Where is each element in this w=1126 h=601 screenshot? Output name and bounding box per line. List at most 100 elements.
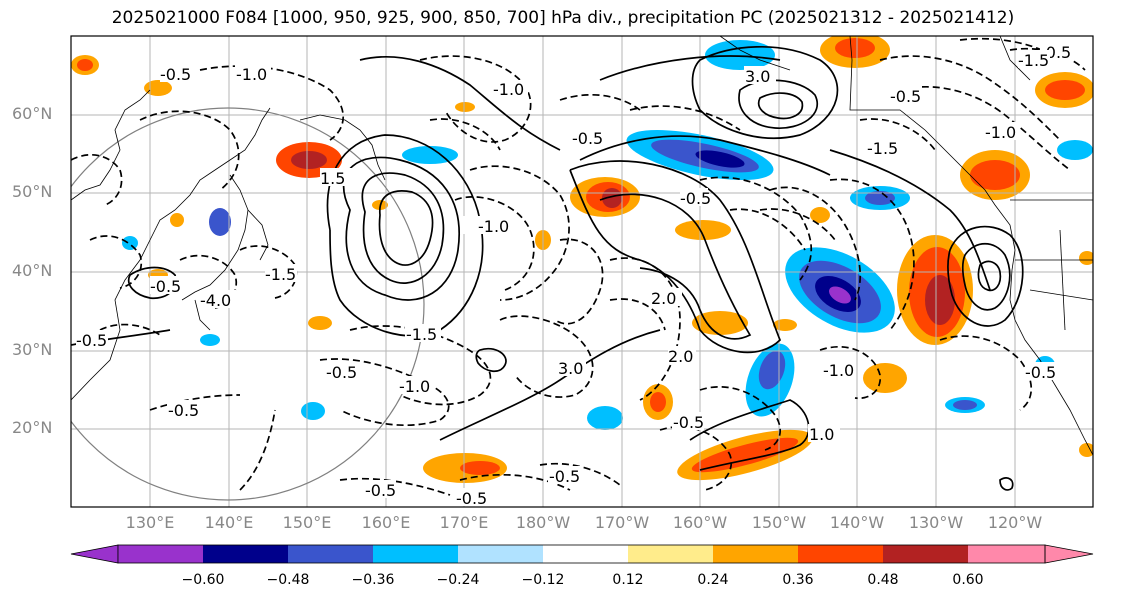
contour-label: -0.5 (680, 189, 711, 208)
lon-label: 140°W (829, 513, 885, 532)
range-circle (71, 107, 425, 501)
colorbar-tick: −0.36 (351, 572, 395, 588)
precip-blob (291, 151, 327, 169)
precip-shading (71, 36, 1093, 483)
colorbar-tick: −0.60 (181, 572, 225, 588)
colorbar-bin (883, 545, 968, 563)
lat-label: 20°N (12, 418, 53, 437)
colorbar-bin (968, 545, 1045, 563)
precip-blob (865, 191, 895, 205)
precip-blob (829, 286, 851, 304)
contour-labels: -1.0 -0.5 -1.0 -0.5 -1.5 -1.0 -0.5 3.0 2… (76, 43, 1072, 508)
colorbar-tick: 0.60 (952, 572, 984, 588)
lat-label: 60°N (12, 104, 53, 123)
precip-blob (810, 207, 830, 223)
precip-blob (1079, 443, 1093, 457)
lat-label: 40°N (12, 261, 53, 280)
colorbar-tick: 0.12 (612, 572, 644, 588)
colorbar-tick: 0.24 (697, 572, 729, 588)
precip-blob (587, 406, 623, 430)
colorbar (70, 544, 1094, 564)
contour-label: 2.0 (651, 289, 676, 308)
contour-label: -0.5 (1025, 363, 1056, 382)
colorbar-bin (798, 545, 883, 563)
precip-blob (705, 40, 775, 70)
contour-label: 3.0 (745, 67, 770, 86)
contour-label: -0.5 (673, 413, 704, 432)
lon-label: 150°E (282, 513, 332, 532)
precip-blob (402, 146, 458, 164)
precip-blob (953, 400, 977, 410)
precip-blob (675, 220, 731, 240)
lon-label: 160°W (672, 513, 728, 532)
colorbar-bin (543, 545, 628, 563)
colorbar-bin (118, 545, 203, 563)
colorbar-tick: −0.24 (436, 572, 480, 588)
precip-blob (970, 160, 1020, 190)
contour-label: -1.0 (985, 123, 1016, 142)
precip-blob (1045, 80, 1085, 100)
contour-label: 2.0 (668, 347, 693, 366)
lon-label: 130°W (908, 513, 964, 532)
precip-blob (144, 80, 172, 96)
colorbar-extend-high (1044, 544, 1094, 564)
colorbar-tick: 0.48 (867, 572, 899, 588)
precip-blob (301, 402, 325, 420)
contour-label: -1.5 (265, 265, 296, 284)
lon-label: 150°W (751, 513, 807, 532)
precip-blob (691, 437, 799, 473)
colorbar-bin (713, 545, 798, 563)
contour-label: -0.5 (76, 331, 107, 350)
contour-label: 1.0 (809, 425, 834, 444)
precip-blob (692, 311, 748, 335)
contour-label: -0.5 (168, 401, 199, 420)
lat-label: 30°N (12, 340, 53, 359)
lon-label: 180°W (515, 513, 571, 532)
colorbar-bin (373, 545, 458, 563)
precip-blob (460, 461, 500, 475)
precip-blob (200, 334, 220, 346)
contour-label: -0.5 (365, 481, 396, 500)
colorbar-extend-low (70, 544, 119, 564)
contour-label: -0.5 (150, 277, 181, 296)
lon-label: 120°W (987, 513, 1043, 532)
colorbar-bin (458, 545, 543, 563)
contour-label: -1.0 (493, 80, 524, 99)
contour-label: -1.0 (399, 377, 430, 396)
precip-blob (925, 275, 955, 325)
precip-blob (835, 38, 875, 58)
contour-label: -1.0 (236, 65, 267, 84)
precip-blob (122, 236, 138, 250)
precip-blob (77, 59, 93, 71)
lon-label: 170°E (439, 513, 489, 532)
colorbar-tick: 0.36 (782, 572, 814, 588)
map-title: 2025021000 F084 [1000, 950, 925, 900, 85… (111, 8, 1015, 28)
contour-label: -0.5 (160, 65, 191, 84)
colorbar-tick: −0.48 (266, 572, 310, 588)
precip-blob (308, 316, 332, 330)
precip-blob (863, 363, 907, 393)
lon-label: 160°E (361, 513, 411, 532)
colorbar-bin (288, 545, 373, 563)
precip-blob (209, 208, 231, 236)
contour-label: -1.5 (406, 325, 437, 344)
contour-label: 1.5 (320, 169, 345, 188)
precip-blob (170, 213, 184, 227)
contour-label: -0.5 (326, 363, 357, 382)
contour-label: -0.5 (890, 87, 921, 106)
colorbar-bin (628, 545, 713, 563)
lon-label: 140°E (204, 513, 254, 532)
contour-label: -1.5 (867, 139, 898, 158)
contour-label: -0.5 (572, 129, 603, 148)
map-frame (70, 35, 1094, 508)
lon-label: 170°W (594, 513, 650, 532)
lat-label: 50°N (12, 182, 53, 201)
contour-label: 3.0 (558, 359, 583, 378)
precip-blob (1057, 140, 1093, 160)
contour-label: -0.5 (549, 467, 580, 486)
colorbar-bin (203, 545, 288, 563)
contour-label: -0.5 (456, 489, 487, 508)
contour-label: -4.0 (200, 291, 231, 310)
precip-blob (1079, 251, 1093, 265)
colorbar-tick: −0.12 (521, 572, 565, 588)
